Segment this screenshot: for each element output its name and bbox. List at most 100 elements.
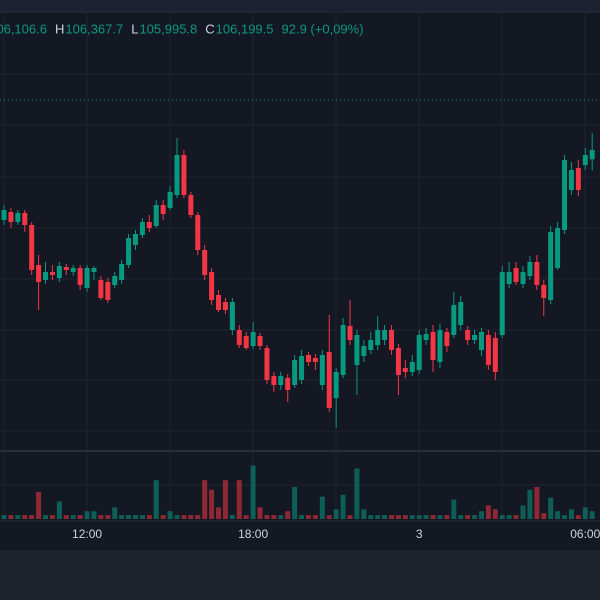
candle-body	[568, 170, 574, 190]
candle-body	[458, 302, 464, 325]
volume-bar	[548, 497, 554, 519]
volume-bar	[63, 515, 69, 519]
volume-bar	[437, 515, 443, 519]
candle-body	[278, 376, 284, 385]
volume-bar	[568, 509, 574, 519]
volume-bar	[236, 480, 242, 519]
volume-bar	[520, 505, 526, 519]
candle-body	[506, 272, 512, 284]
volume-bar	[160, 515, 166, 519]
volume-bar	[243, 515, 249, 519]
volume-bar	[22, 515, 28, 519]
candle-body	[222, 302, 228, 310]
candle-body	[444, 332, 450, 346]
legend-value: 106,199.5	[216, 21, 274, 36]
volume-bar	[195, 515, 201, 519]
volume-bar	[444, 515, 450, 519]
volume-bar	[326, 515, 332, 519]
volume-bar	[430, 515, 436, 519]
volume-bar	[409, 515, 415, 519]
candle-body	[15, 213, 21, 222]
volume-bar	[333, 509, 339, 519]
candle-body	[347, 326, 353, 340]
candle-body	[340, 325, 346, 375]
volume-bar	[534, 486, 540, 519]
candle-body	[119, 264, 125, 280]
candle-body	[139, 222, 145, 235]
volume-bar	[416, 515, 422, 519]
grid	[0, 12, 600, 520]
candle-body	[91, 268, 97, 272]
candle-body	[229, 302, 235, 330]
legend-change: 92.9 (+0,09%)	[282, 21, 364, 36]
volume-bar	[299, 515, 305, 519]
candle-body	[402, 368, 408, 372]
volume-bar	[527, 489, 533, 519]
volume-bar	[77, 515, 83, 519]
candle-body	[437, 330, 443, 362]
candle-body	[112, 276, 118, 285]
x-tick-label: 18:00	[238, 527, 268, 541]
candle-body	[305, 355, 311, 362]
candle-body	[98, 280, 104, 298]
candle-body	[209, 272, 215, 300]
candle-body	[202, 250, 208, 275]
candle-body	[534, 262, 540, 285]
volume-bar	[167, 511, 173, 519]
legend-value: 106,367.7	[65, 21, 123, 36]
candle-body	[63, 267, 69, 270]
candle-body	[160, 205, 166, 214]
volume-bar	[250, 465, 256, 519]
candle-body	[472, 335, 478, 340]
legend-value: 106,106.6	[0, 21, 47, 36]
volume-bar	[257, 507, 263, 519]
candle-body	[451, 305, 457, 335]
candle-body	[548, 232, 554, 300]
candle-body	[285, 378, 291, 390]
volume-bar	[146, 515, 152, 519]
volume-bar	[119, 515, 125, 519]
x-tick-label: 3	[416, 527, 423, 541]
legend-key: C	[205, 21, 214, 36]
legend-value: 105,995.8	[139, 21, 197, 36]
candle-body	[395, 348, 401, 375]
candle-body	[499, 272, 505, 335]
volume-bar	[347, 515, 353, 519]
candle-body	[292, 360, 298, 385]
volume-bar	[589, 511, 595, 519]
candle-body	[29, 225, 35, 270]
candle-body	[49, 272, 55, 275]
candle-body	[555, 228, 561, 268]
candle-body	[146, 222, 152, 228]
candle-body	[382, 330, 388, 340]
top-bar	[0, 0, 600, 12]
volume-bar	[485, 505, 491, 519]
volume-bar	[278, 515, 284, 519]
volume-bar	[285, 511, 291, 519]
volume-bar	[222, 480, 228, 519]
volume-bar	[354, 468, 360, 519]
legend-key: L	[131, 21, 138, 36]
volume-bar	[174, 515, 180, 519]
volume-bar	[1, 515, 7, 519]
volume-bar	[264, 515, 270, 519]
volume-bar	[126, 515, 132, 519]
volume-bar	[562, 515, 568, 519]
volume-bar	[575, 515, 581, 519]
candle-body	[430, 332, 436, 360]
volume-bar	[458, 515, 464, 519]
candle-body	[485, 335, 491, 365]
candle-body	[478, 332, 484, 350]
candle-body	[333, 372, 339, 398]
candle-body	[354, 335, 360, 365]
candle-body	[257, 336, 263, 346]
candle-body	[181, 155, 187, 195]
x-tick-label: 06:00	[570, 527, 600, 541]
candle-body	[22, 213, 28, 225]
volume-bar	[465, 515, 471, 519]
candle-body	[36, 265, 42, 282]
candle-body	[153, 205, 159, 226]
